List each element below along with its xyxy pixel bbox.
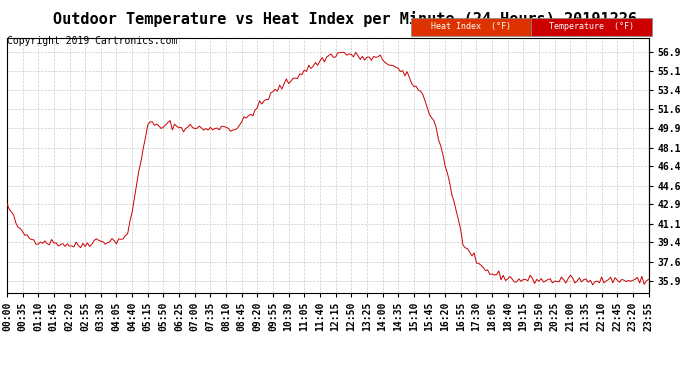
Text: Temperature  (°F): Temperature (°F): [549, 22, 634, 31]
Text: Heat Index  (°F): Heat Index (°F): [431, 22, 511, 31]
Text: Outdoor Temperature vs Heat Index per Minute (24 Hours) 20191226: Outdoor Temperature vs Heat Index per Mi…: [53, 11, 637, 27]
Text: Copyright 2019 Cartronics.com: Copyright 2019 Cartronics.com: [7, 36, 177, 46]
